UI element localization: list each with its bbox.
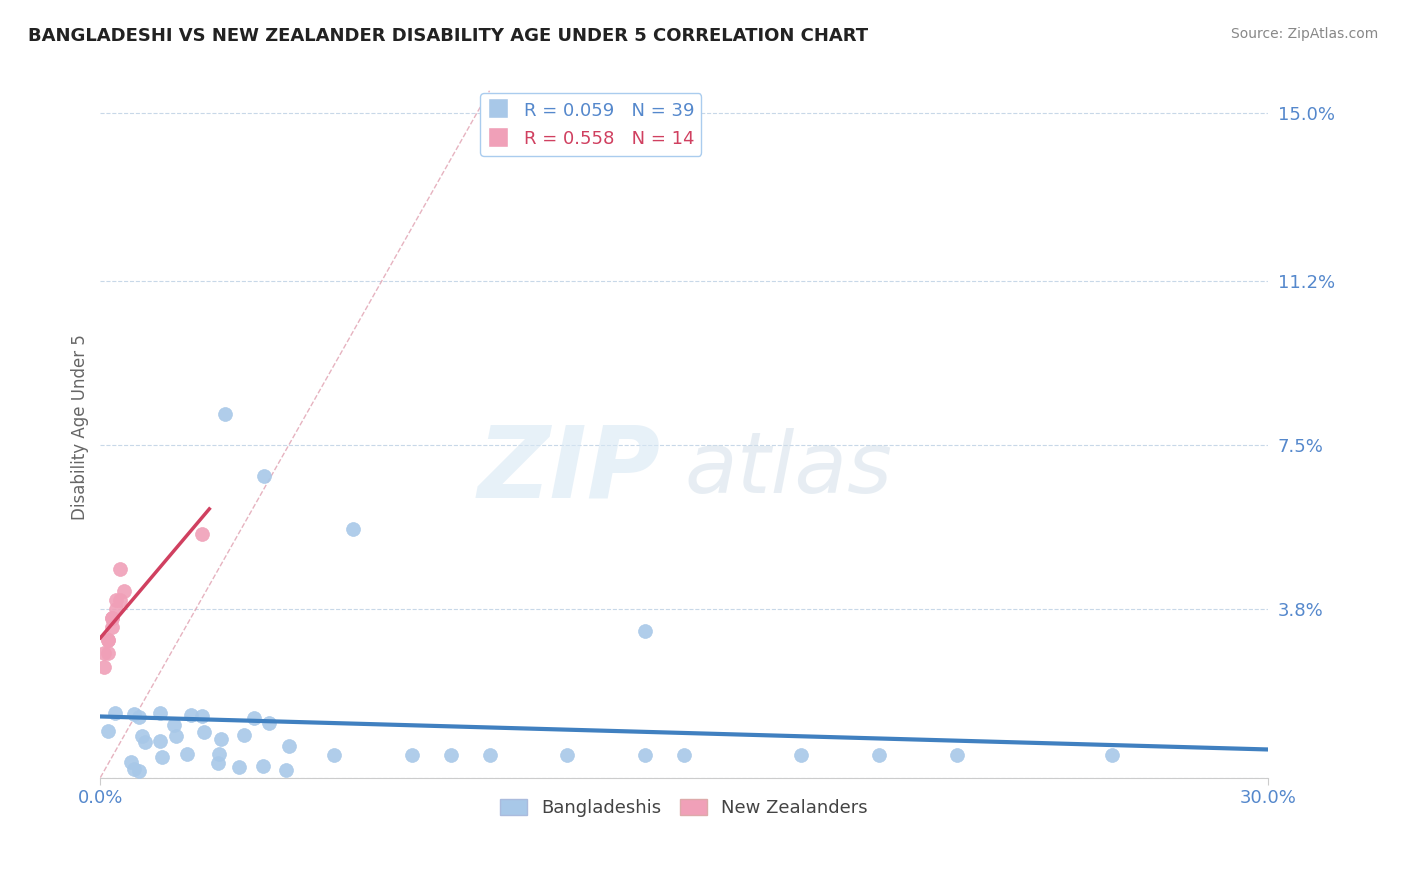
Point [208,747,231,762]
Y-axis label: Disability Age Under 5: Disability Age Under 5 [72,334,89,520]
Point [180,707,202,722]
Point [120,755,142,769]
Point [134,735,156,749]
Point [342,523,364,537]
Point [128,764,150,778]
Point [274,764,297,778]
Point [101,611,124,625]
Point [108,562,131,576]
Point [557,748,579,763]
Point [97,723,120,738]
Point [97,633,120,648]
Point [97,633,120,648]
Point [253,469,276,483]
Point [149,734,172,748]
Point [101,620,124,634]
Text: ZIP: ZIP [478,421,661,518]
Point [634,624,657,639]
Point [104,602,127,616]
Point [790,748,813,763]
Point [232,728,254,742]
Point [278,739,301,753]
Point [122,762,145,776]
Point [128,709,150,723]
Point [104,706,127,721]
Point [322,748,344,763]
Point [101,611,124,625]
Point [868,748,890,763]
Point [259,716,281,731]
Point [149,706,172,720]
Text: Source: ZipAtlas.com: Source: ZipAtlas.com [1230,27,1378,41]
Point [478,748,501,763]
Point [945,748,967,763]
Text: BANGLADESHI VS NEW ZEALANDER DISABILITY AGE UNDER 5 CORRELATION CHART: BANGLADESHI VS NEW ZEALANDER DISABILITY … [28,27,869,45]
Point [1101,748,1123,763]
Text: atlas: atlas [685,428,893,511]
Point [673,748,696,763]
Point [131,729,153,743]
Point [243,711,266,725]
Point [163,718,186,732]
Point [93,647,115,661]
Point [112,584,135,599]
Point [439,748,461,763]
Point [122,707,145,722]
Point [252,758,274,772]
Point [214,407,236,421]
Point [104,593,127,607]
Point [108,593,131,607]
Point [207,756,229,770]
Point [401,748,423,763]
Point [193,725,215,739]
Legend: Bangladeshis, New Zealanders: Bangladeshis, New Zealanders [494,792,876,824]
Point [176,747,198,761]
Point [97,647,120,661]
Point [191,709,214,723]
Point [634,748,657,763]
Point [93,660,115,674]
Point [209,732,232,747]
Point [165,730,187,744]
Point [150,750,173,764]
Point [190,526,212,541]
Point [228,760,250,774]
